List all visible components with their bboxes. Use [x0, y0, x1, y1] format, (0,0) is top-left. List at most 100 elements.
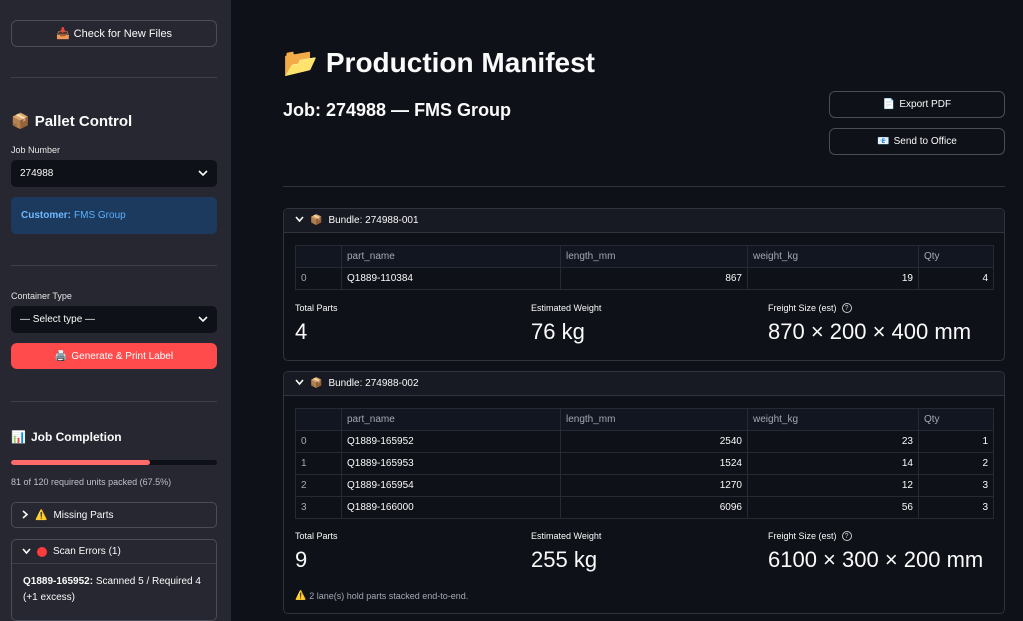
- part-name-cell[interactable]: Q1889-110384: [341, 267, 561, 290]
- freight-size-label: Freight Size (est): [768, 303, 837, 313]
- scan-errors-header[interactable]: Scan Errors (1): [12, 540, 216, 564]
- table-header-row: part_name length_mm weight_kg Qty: [295, 245, 994, 268]
- estimated-weight-label: Estimated Weight: [531, 303, 602, 313]
- pallet-control-title: Pallet Control: [34, 112, 133, 130]
- job-number-select[interactable]: 274988: [11, 160, 217, 187]
- column-header[interactable]: length_mm: [560, 245, 748, 268]
- container-type-select[interactable]: — Select type —: [11, 306, 217, 333]
- estimated-weight-value: 76 kg: [531, 319, 585, 344]
- bundle-table[interactable]: part_name length_mm weight_kg Qty 0 Q188…: [295, 245, 994, 290]
- total-parts-value: 9: [295, 547, 308, 572]
- table-header-row: part_name length_mm weight_kg Qty: [295, 408, 994, 431]
- table-row[interactable]: 3 Q1889-166000 6096 56 3: [295, 496, 994, 519]
- qty-cell[interactable]: 3: [918, 474, 994, 497]
- bundle-expander[interactable]: 📦 Bundle: 274988-002 part_name length_mm…: [283, 371, 1005, 614]
- package-icon: 📦: [11, 113, 30, 130]
- export-pdf-label: Export PDF: [899, 99, 952, 110]
- progress-fill: [11, 460, 151, 465]
- email-icon: 📧: [877, 136, 890, 147]
- weight-cell[interactable]: 12: [747, 474, 919, 497]
- freight-size-value: 870 × 200 × 400 mm: [768, 319, 972, 344]
- container-type-value: — Select type —: [20, 314, 96, 325]
- column-header[interactable]: weight_kg: [747, 408, 919, 431]
- scan-error-item: Q1889-165952: Scanned 5 / Required 4 (+1…: [12, 564, 216, 614]
- page-title-text: Production Manifest: [325, 46, 595, 78]
- missing-parts-header[interactable]: ⚠️ Missing Parts: [12, 503, 216, 527]
- part-name-cell[interactable]: Q1889-165952: [341, 430, 561, 453]
- weight-cell[interactable]: 14: [747, 452, 919, 475]
- qty-cell[interactable]: 3: [918, 496, 994, 519]
- main-divider: [283, 186, 1005, 187]
- table-row[interactable]: 1 Q1889-165953 1524 14 2: [295, 452, 994, 475]
- qty-cell[interactable]: 4: [918, 267, 994, 290]
- customer-info-box: Customer: FMS Group: [11, 197, 217, 234]
- table-row[interactable]: 0 Q1889-165952 2540 23 1: [295, 430, 994, 453]
- freight-size-value: 6100 × 300 × 200 mm: [768, 547, 984, 572]
- weight-cell[interactable]: 23: [747, 430, 919, 453]
- length-cell[interactable]: 2540: [560, 430, 748, 453]
- part-name-cell[interactable]: Q1889-166000: [341, 496, 561, 519]
- bundle-header[interactable]: 📦 Bundle: 274988-002: [284, 372, 1004, 396]
- column-header[interactable]: part_name: [341, 245, 561, 268]
- missing-parts-label: Missing Parts: [53, 509, 114, 521]
- freight-size-label-group: Freight Size (est) ?: [768, 303, 852, 313]
- column-header[interactable]: Qty: [918, 245, 994, 268]
- column-header[interactable]: length_mm: [560, 408, 748, 431]
- column-header[interactable]: Qty: [918, 408, 994, 431]
- help-icon[interactable]: ?: [841, 531, 852, 541]
- row-index: 3: [295, 496, 342, 519]
- page-title: 📂 Production Manifest: [283, 46, 595, 79]
- qty-cell[interactable]: 1: [918, 430, 994, 453]
- send-to-office-button[interactable]: 📧 Send to Office: [829, 128, 1005, 155]
- bundle-label: Bundle: 274988-002: [328, 378, 419, 389]
- table-row[interactable]: 2 Q1889-165954 1270 12 3: [295, 474, 994, 497]
- stacking-note-text: 2 lane(s) hold parts stacked end-to-end.: [309, 590, 469, 601]
- row-index: 0: [295, 267, 342, 290]
- package-icon: 📦: [310, 215, 323, 226]
- total-parts-label: Total Parts: [295, 303, 338, 313]
- index-column-header: [295, 245, 342, 268]
- row-index: 1: [295, 452, 342, 475]
- weight-cell[interactable]: 19: [747, 267, 919, 290]
- job-subtitle: Job: 274988 — FMS Group: [283, 100, 512, 120]
- generate-print-label-button[interactable]: 🖨️ Generate & Print Label: [11, 343, 217, 369]
- red-circle-icon: [37, 546, 47, 557]
- scan-errors-label: Scan Errors (1): [53, 546, 121, 557]
- bundle-label: Bundle: 274988-001: [328, 215, 419, 226]
- bundle-table[interactable]: part_name length_mm weight_kg Qty 0 Q188…: [295, 408, 994, 519]
- length-cell[interactable]: 1524: [560, 452, 748, 475]
- help-icon[interactable]: ?: [841, 303, 852, 313]
- missing-parts-expander[interactable]: ⚠️ Missing Parts: [11, 502, 217, 528]
- send-to-office-label: Send to Office: [893, 136, 957, 147]
- length-cell[interactable]: 6096: [560, 496, 748, 519]
- scan-errors-expander[interactable]: Scan Errors (1) Q1889-165952: Scanned 5 …: [11, 539, 217, 621]
- length-cell[interactable]: 1270: [560, 474, 748, 497]
- sidebar-divider: [11, 401, 217, 402]
- export-pdf-button[interactable]: 📄 Export PDF: [829, 91, 1005, 118]
- row-index: 2: [295, 474, 342, 497]
- bundle-header[interactable]: 📦 Bundle: 274988-001: [284, 209, 1004, 233]
- check-new-files-button[interactable]: 📥 Check for New Files: [11, 20, 217, 47]
- row-index: 0: [295, 430, 342, 453]
- chevron-down-icon: [22, 547, 31, 557]
- part-name-cell[interactable]: Q1889-165953: [341, 452, 561, 475]
- bar-chart-icon: 📊: [11, 430, 26, 444]
- warning-icon: ⚠️: [295, 590, 307, 600]
- job-completion-progress: [11, 460, 217, 465]
- sidebar: 📥 Check for New Files 📦 Pallet Control J…: [0, 0, 231, 621]
- qty-cell[interactable]: 2: [918, 452, 994, 475]
- inbox-icon: 📥: [55, 28, 70, 40]
- bundle-expander[interactable]: 📦 Bundle: 274988-001 part_name length_mm…: [283, 208, 1005, 361]
- sidebar-divider: [11, 77, 217, 78]
- length-cell[interactable]: 867: [560, 267, 748, 290]
- job-completion-heading: 📊 Job Completion: [11, 430, 122, 444]
- warning-icon: ⚠️: [35, 509, 48, 521]
- part-name-cell[interactable]: Q1889-165954: [341, 474, 561, 497]
- table-row[interactable]: 0 Q1889-110384 867 19 4: [295, 267, 994, 290]
- chevron-down-icon: [198, 169, 208, 179]
- column-header[interactable]: part_name: [341, 408, 561, 431]
- column-header[interactable]: weight_kg: [747, 245, 919, 268]
- index-column-header: [295, 408, 342, 431]
- job-number-label: Job Number: [11, 145, 61, 155]
- weight-cell[interactable]: 56: [747, 496, 919, 519]
